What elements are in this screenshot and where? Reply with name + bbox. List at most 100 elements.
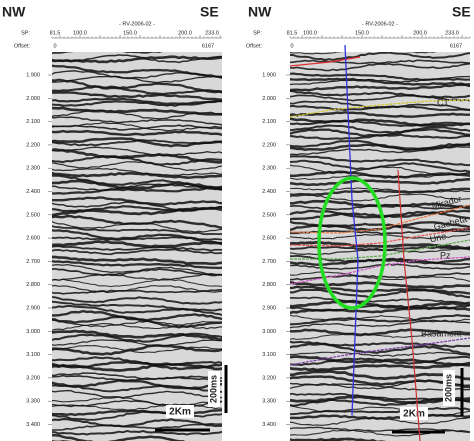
horizon-label: Une xyxy=(429,231,447,244)
scale-time: 200ms xyxy=(208,375,218,403)
scale-distance: 2Km xyxy=(403,409,425,420)
time-label: 3.000 xyxy=(262,329,276,335)
offset-value: 0 xyxy=(53,43,56,49)
seismic-reflector xyxy=(52,344,222,356)
seismic-reflector xyxy=(52,278,222,288)
seismic-reflector xyxy=(52,161,222,172)
seismic-reflector xyxy=(52,124,222,131)
seismic-reflector xyxy=(52,155,222,166)
seismic-reflector xyxy=(290,355,470,367)
seismic-reflector xyxy=(290,94,470,102)
seismic-reflector xyxy=(52,296,222,305)
direction-label: SE xyxy=(200,4,219,20)
time-label: 2.300 xyxy=(262,166,276,172)
seismic-reflector xyxy=(52,225,222,236)
sp-value: 150.0 xyxy=(123,30,137,36)
time-label: 2.600 xyxy=(262,236,276,242)
seismic-reflector xyxy=(52,433,186,441)
seismic-reflector xyxy=(290,142,470,151)
seismic-reflector xyxy=(290,407,470,416)
time-label: 1.900 xyxy=(262,72,276,78)
sp-value: 200.0 xyxy=(413,30,427,36)
seismic-reflector xyxy=(52,319,222,330)
seismic-reflector xyxy=(52,146,222,157)
seismic-reflector xyxy=(52,374,222,382)
panel: NW SE - RV-2006-02 - SP: 81.5 100.0 150.0 200.0… xyxy=(246,4,471,441)
scale-label-bg xyxy=(400,407,428,420)
seismic-reflector xyxy=(52,345,222,354)
seismic-reflector xyxy=(290,247,470,256)
seismic-reflector xyxy=(290,319,470,329)
seismic-reflector xyxy=(52,183,222,192)
seismic-reflector xyxy=(290,145,470,156)
seismic-reflector xyxy=(52,229,222,245)
horizon xyxy=(290,227,470,247)
sp-label: SP: xyxy=(21,30,30,36)
seismic-reflector xyxy=(290,111,470,118)
seismic-reflector xyxy=(52,372,222,380)
time-label: 2.500 xyxy=(26,212,40,218)
seismic-reflector xyxy=(52,423,222,431)
seismic-reflector xyxy=(290,193,470,202)
seismic-reflector xyxy=(52,329,222,341)
seismic-reflector xyxy=(52,55,222,64)
seismic-reflector xyxy=(52,240,222,249)
line-name: - RV-2006-02 - xyxy=(362,21,398,27)
horizon xyxy=(290,337,470,366)
sp-label: SP: xyxy=(253,30,262,36)
direction-label: SE xyxy=(452,4,471,20)
offset-value: 6167 xyxy=(202,43,214,49)
seismic-reflector xyxy=(52,396,222,407)
fault xyxy=(397,169,421,441)
sp-value: 233.0 xyxy=(445,30,459,36)
seismic-reflector xyxy=(290,330,470,340)
seismic-reflector xyxy=(52,315,222,329)
time-label: 2.500 xyxy=(262,212,276,218)
seismic-reflector xyxy=(290,209,470,220)
time-label: 2.000 xyxy=(26,96,40,102)
fault xyxy=(344,44,359,416)
seismic-reflector xyxy=(290,124,470,134)
seismic-reflector xyxy=(290,355,470,367)
seismic-reflector xyxy=(52,186,222,195)
seismic-reflector xyxy=(290,288,470,299)
panel: NW SE - RV-2006-02 - SP: 81.5 100.0 150.0 200.0… xyxy=(2,4,228,441)
time-label: 2.300 xyxy=(26,166,40,172)
seismic-reflector xyxy=(52,248,222,256)
offset-value: 6167 xyxy=(450,43,462,49)
seismic-reflector xyxy=(290,351,470,357)
line-name: - RV-2006-02 - xyxy=(119,21,155,27)
time-label: 2.400 xyxy=(262,189,276,195)
seismic-reflector xyxy=(290,178,470,187)
seismic-reflector xyxy=(290,246,470,251)
seismic-reflector xyxy=(52,167,222,177)
time-label: 2.900 xyxy=(262,305,276,311)
scale-label-bg xyxy=(208,371,220,407)
seismic-reflector xyxy=(52,389,222,399)
horizon xyxy=(290,239,470,260)
seismic-reflector xyxy=(290,59,470,65)
seismic-reflector xyxy=(52,85,222,96)
time-label: 2.600 xyxy=(26,236,40,242)
seismic-reflector xyxy=(290,52,470,61)
seismic-reflector xyxy=(52,320,222,331)
seismic-reflector xyxy=(52,300,222,312)
seismic-reflector xyxy=(290,155,470,167)
seismic-reflector xyxy=(52,116,222,126)
horizon xyxy=(290,204,470,234)
seismic-reflector xyxy=(290,52,442,55)
horizon-label: Pz xyxy=(440,250,451,260)
seismic-traces xyxy=(52,52,222,441)
sp-value: 100.0 xyxy=(303,30,317,36)
seismic-reflector xyxy=(52,305,222,317)
seismic-reflector xyxy=(290,417,470,426)
seismic-reflector xyxy=(290,437,442,441)
seismic-reflector xyxy=(290,340,470,348)
seismic-reflector xyxy=(52,75,222,84)
seismic-reflector xyxy=(52,99,222,107)
seismic-reflector xyxy=(290,104,470,112)
time-label: 2.000 xyxy=(262,96,276,102)
offset-value: 0 xyxy=(290,43,293,49)
seismic-reflector xyxy=(52,403,222,411)
seismic-reflector xyxy=(290,263,470,271)
